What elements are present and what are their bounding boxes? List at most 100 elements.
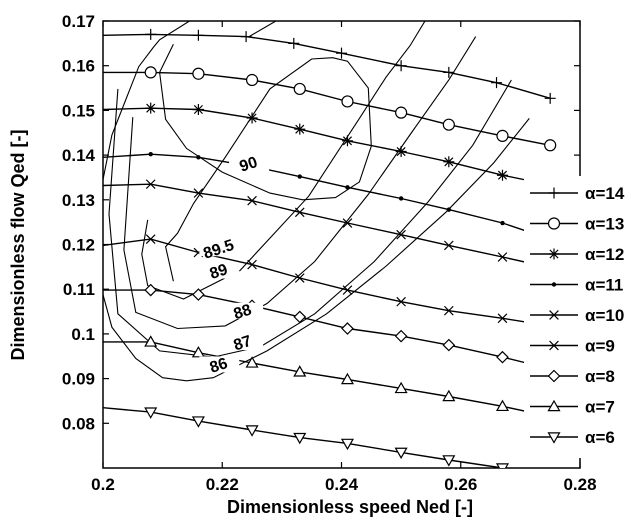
series-0-point-2 [192, 29, 204, 41]
contour-label-90: 90 [238, 154, 260, 176]
legend-label-4: α=10 [585, 306, 624, 325]
series-line-3 [103, 153, 551, 240]
series-4-point-8 [497, 252, 508, 262]
series-1-point-3 [245, 73, 259, 87]
series-1-point-7 [442, 118, 455, 131]
series-8-point-6 [394, 447, 408, 460]
legend-label-7: α=7 [585, 398, 615, 417]
series-5-point-1 [145, 234, 156, 244]
series-0-point-4 [288, 37, 300, 49]
series-8-point-3 [245, 425, 259, 437]
series-2-point-6 [395, 146, 407, 158]
contour-line-89 [141, 21, 426, 300]
series-0-point-1 [145, 28, 157, 40]
contour-label-86: 86 [208, 355, 230, 377]
series-3-point-1 [148, 152, 153, 157]
series-8-point-7 [442, 455, 456, 467]
series-4-point-1 [145, 179, 156, 189]
series-1-point-5 [341, 95, 354, 108]
series-5-point-7 [444, 305, 454, 316]
series-2-point-4 [294, 123, 306, 135]
series-7-point-7 [442, 389, 456, 402]
contour-line-unlabeled-6 [103, 21, 190, 180]
contour-label-88: 88 [232, 301, 254, 323]
series-6-point-5 [341, 322, 354, 335]
series-line-5 [103, 238, 551, 327]
x-tick-label-2: 0.24 [325, 475, 359, 494]
contour-label-bg-86 [199, 356, 240, 373]
y-axis-ticks: 0.08 0.09 0.1 0.11 0.12 0.13 0.14 0.15 0.16 0.17 [62, 12, 580, 433]
series-0-point-3 [240, 31, 252, 43]
series-6-point-8 [496, 350, 509, 364]
series-6-point-1 [144, 283, 158, 297]
legend-label-8: α=6 [585, 428, 615, 447]
series-3-point-5 [345, 185, 350, 190]
series-2-point-8 [496, 169, 508, 181]
contour-label-89: 89 [208, 261, 230, 283]
y-tick-label-4: 0.12 [62, 236, 95, 255]
x-tick-label-0: 0.2 [91, 475, 115, 494]
y-tick-label-6: 0.14 [62, 146, 96, 165]
series-2-point-7 [443, 156, 455, 168]
series-line-1 [103, 71, 551, 146]
plot-frame [102, 20, 581, 469]
y-tick-label-9: 0.17 [62, 12, 95, 31]
series-6-point-4 [293, 310, 307, 324]
y-tick-label-1: 0.09 [62, 370, 95, 389]
series-4-point-5 [342, 218, 353, 228]
series-7-point-3 [245, 356, 259, 368]
series-5-point-3 [247, 259, 257, 270]
series-6-point-6 [394, 329, 408, 343]
y-tick-label-2: 0.1 [71, 325, 95, 344]
y-tick-label-7: 0.15 [62, 101, 95, 120]
series-1-point-6 [395, 106, 408, 119]
series-1-point-1 [144, 66, 157, 79]
series-7-point-8 [495, 399, 510, 412]
contour-line-88 [123, 36, 477, 330]
series-0-point-5 [336, 47, 347, 59]
series-0-point-9 [544, 92, 556, 104]
contour-line-89.5 [159, 43, 372, 282]
series-6-point-2 [192, 288, 205, 301]
series-4-point-6 [396, 229, 406, 240]
contour-label-bg-89.5 [199, 240, 240, 257]
contour-label-bg-89 [199, 262, 240, 279]
contour-label-bg-87 [223, 334, 264, 351]
series-5-point-4 [294, 273, 305, 283]
series-5-point-8 [497, 313, 508, 324]
y-axis-title: Dimensionless flow Qed [-] [8, 129, 28, 360]
series-line-7 [103, 341, 551, 418]
series-3-point-4 [297, 174, 302, 179]
contour-layer [103, 21, 530, 382]
legend-marker-1 [547, 217, 561, 230]
contour-label-87: 87 [232, 333, 254, 355]
contour-line-86 [103, 118, 530, 382]
series-6-point-7 [442, 338, 456, 352]
series-2-point-3 [246, 112, 258, 124]
series-7-point-4 [293, 365, 307, 377]
x-tick-label-1: 0.22 [206, 475, 239, 494]
x-axis-title: Dimensionless speed Ned [-] [227, 497, 473, 517]
series-3-point-8 [500, 220, 505, 226]
legend-marker-3 [551, 282, 557, 287]
legend-label-5: α=9 [585, 337, 615, 356]
series-2-point-5 [341, 135, 353, 147]
series-line-6 [103, 289, 551, 370]
series-0-point-7 [443, 66, 455, 78]
legend-marker-2 [548, 248, 560, 260]
legend: α=14 α=13 α=12 α=11 α=10 α=9 α=8 α=7 α=6 [524, 176, 634, 458]
legend-label-0: α=14 [585, 184, 625, 203]
legend-label-6: α=8 [585, 367, 615, 386]
series-layer [103, 28, 557, 468]
legend-label-3: α=11 [585, 276, 623, 295]
series-7-point-2 [191, 345, 205, 358]
contour-label-bg-90 [229, 155, 270, 172]
x-tick-label-4: 0.28 [563, 475, 596, 494]
x-axis-ticks: 0.2 0.22 0.24 0.26 0.28 [91, 21, 597, 494]
series-7-point-1 [144, 335, 158, 347]
series-3-point-6 [398, 196, 404, 201]
series-7-point-6 [394, 381, 408, 394]
series-5-point-5 [342, 285, 353, 295]
